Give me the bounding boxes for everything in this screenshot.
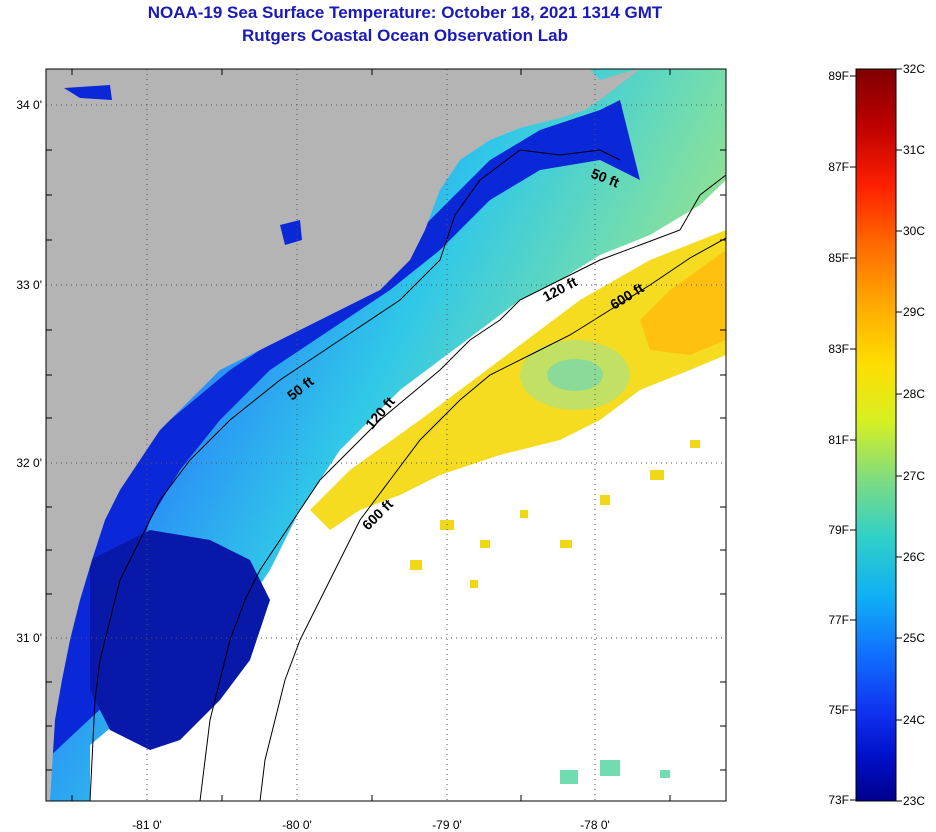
colorbar-f-label: 79F — [828, 523, 849, 537]
colorbar: 89F 87F 85F 83F 81F 79F 77F 75F 73F 32C … — [828, 62, 925, 808]
colorbar-c-label: 23C — [903, 794, 925, 808]
colorbar-f-label: 89F — [828, 69, 849, 83]
colorbar-c-label: 29C — [903, 305, 925, 319]
sst-warm-band — [310, 230, 726, 530]
sst-cold-patch — [90, 530, 270, 750]
lat-label-31: 31 0' — [16, 631, 42, 645]
lon-label-79: -79 0' — [432, 818, 462, 832]
colorbar-ramp — [855, 68, 897, 802]
lon-label-80: -80 0' — [282, 818, 312, 832]
map-title: NOAA-19 Sea Surface Temperature: October… — [147, 3, 663, 22]
lat-label-32: 32 0' — [16, 456, 42, 470]
contour-600ft — [259, 237, 726, 801]
lon-label-78: -78 0' — [580, 818, 610, 832]
contour-120ft — [199, 174, 726, 801]
lat-label-34: 34 0' — [16, 98, 42, 112]
colorbar-f-label: 83F — [828, 342, 849, 356]
map-subtitle: Rutgers Coastal Ocean Observation Lab — [242, 26, 568, 45]
land-mass — [46, 69, 640, 801]
bay — [64, 85, 112, 100]
colorbar-f-label: 77F — [828, 613, 849, 627]
colorbar-c-label: 26C — [903, 550, 925, 564]
colorbar-f-label: 73F — [828, 793, 849, 807]
colorbar-c-label: 28C — [903, 387, 925, 401]
lake — [280, 220, 302, 245]
sst-warm-core — [640, 250, 726, 355]
sst-map: 50 ft 120 ft 600 ft 50 ft 120 ft 600 ft — [46, 69, 726, 801]
colorbar-f-label: 85F — [828, 251, 849, 265]
colorbar-c-label: 24C — [903, 713, 925, 727]
colorbar-c-label: 30C — [903, 224, 925, 238]
bathymetry-contours — [89, 149, 726, 801]
lon-label-81: -81 0' — [132, 818, 162, 832]
lat-label-33: 33 0' — [16, 278, 42, 292]
map-frame — [45, 68, 727, 802]
colorbar-c-label: 25C — [903, 631, 925, 645]
colorbar-c-label: 27C — [903, 469, 925, 483]
map-ticks — [46, 69, 726, 801]
colorbar-c-label: 32C — [903, 62, 925, 76]
colorbar-f-label: 75F — [828, 703, 849, 717]
colorbar-ticks — [850, 68, 902, 802]
sst-scattered-cool-pixels — [560, 760, 670, 784]
colorbar-f-label: 87F — [828, 160, 849, 174]
colorbar-f-label: 81F — [828, 433, 849, 447]
sst-eddy-core — [547, 359, 603, 391]
contour-50ft — [89, 149, 621, 801]
colorbar-c-label: 31C — [903, 143, 925, 157]
lat-lon-grid — [46, 69, 726, 801]
